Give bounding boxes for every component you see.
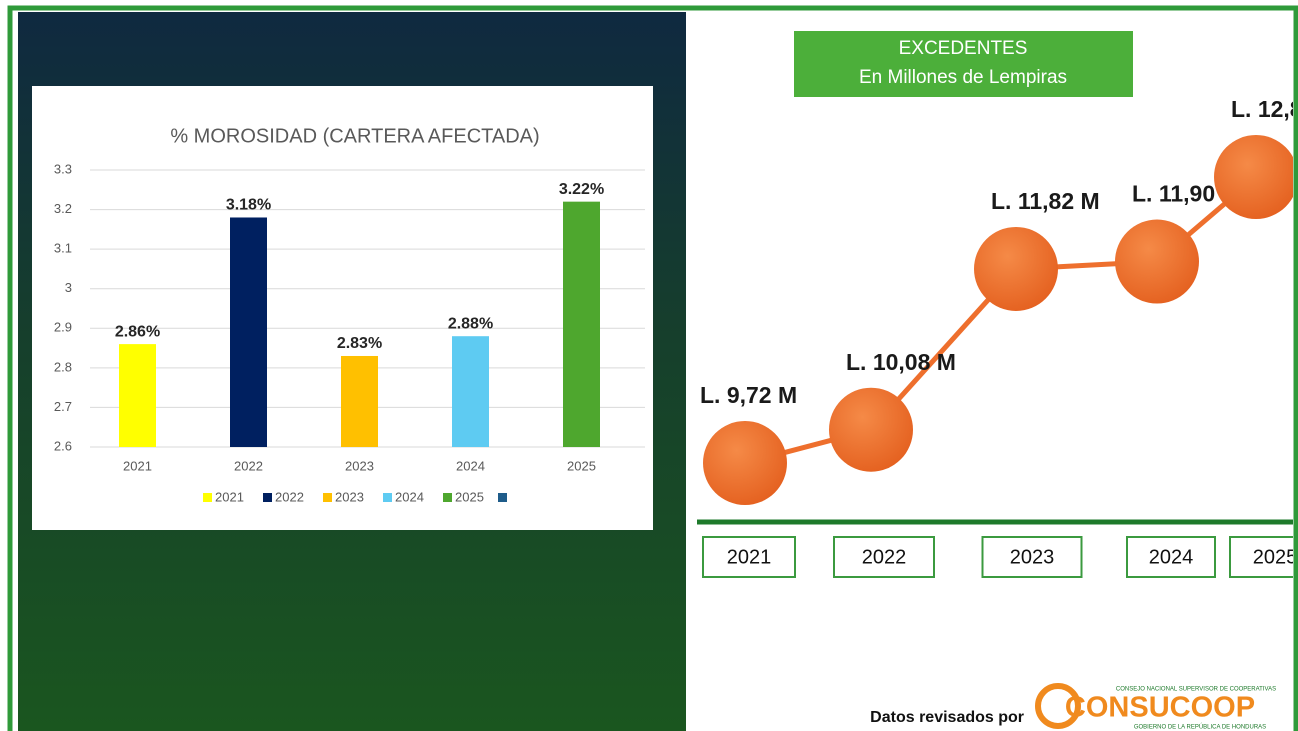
year-box bbox=[1229, 536, 1293, 578]
legend-label: 2022 bbox=[275, 489, 304, 504]
logo: CONSUCOOP bbox=[1065, 692, 1255, 724]
legend-swatch bbox=[383, 493, 392, 502]
x-tick-label: 2024 bbox=[456, 458, 485, 473]
x-tick-label: 2025 bbox=[567, 458, 596, 473]
data-label: L. 9,72 M bbox=[700, 382, 797, 408]
x-tick-label: 2025 bbox=[1253, 546, 1298, 568]
year-box bbox=[702, 536, 796, 578]
bar bbox=[341, 355, 378, 447]
bar bbox=[119, 344, 156, 447]
logo-top: CONSEJO NACIONAL SUPERVISOR DE COOPERATI… bbox=[1116, 687, 1276, 693]
data-label: 3.18% bbox=[226, 197, 271, 214]
legend-swatch bbox=[203, 493, 212, 502]
x-tick-label: 2023 bbox=[1010, 546, 1055, 568]
point bbox=[1115, 219, 1199, 304]
bar bbox=[452, 336, 489, 447]
year-box bbox=[1126, 536, 1216, 578]
legend-swatch bbox=[498, 493, 507, 502]
bar bbox=[563, 201, 600, 447]
point bbox=[974, 226, 1058, 311]
data-label: 3.22% bbox=[559, 181, 604, 198]
y-tick-label: 2.8 bbox=[54, 359, 72, 374]
data-label: 2.88% bbox=[448, 315, 493, 332]
year-box bbox=[981, 536, 1083, 578]
y-tick-label: 2.9 bbox=[54, 320, 72, 335]
data-label: 2.83% bbox=[337, 335, 382, 352]
x-tick-label: 2023 bbox=[345, 458, 374, 473]
point bbox=[829, 387, 913, 472]
y-tick-label: 3.2 bbox=[54, 201, 72, 216]
x-tick-label: 2021 bbox=[123, 458, 152, 473]
bar bbox=[230, 217, 267, 447]
legend-swatch bbox=[263, 493, 272, 502]
year-box bbox=[833, 536, 935, 578]
chart-subtitle: En Millones de Lempiras bbox=[859, 67, 1067, 88]
legend-label: 2021 bbox=[215, 489, 244, 504]
point bbox=[1214, 135, 1293, 219]
legend-swatch bbox=[323, 493, 332, 502]
legend-label: 2024 bbox=[395, 489, 424, 504]
y-tick-label: 2.7 bbox=[54, 399, 72, 414]
chart-card bbox=[32, 86, 653, 530]
chart-title: % MOROSIDAD (CARTERA AFECTADA) bbox=[170, 125, 539, 147]
x-tick-label: 2022 bbox=[234, 458, 263, 473]
data-label: L. 11,82 M bbox=[991, 188, 1100, 214]
point bbox=[703, 421, 787, 505]
y-tick-label: 2.6 bbox=[54, 438, 72, 453]
legend-label: 2023 bbox=[335, 489, 364, 504]
title-box bbox=[794, 31, 1133, 97]
frame bbox=[7, 5, 1298, 731]
data-label: L. 12,815 M bbox=[1231, 96, 1298, 122]
right-panel: EXCEDENTES En Millones de Lempiras L. 9,… bbox=[697, 31, 1298, 578]
y-tick-label: 3.1 bbox=[54, 241, 72, 256]
y-tick-label: 3.3 bbox=[54, 161, 72, 176]
x-tick-label: 2021 bbox=[727, 546, 772, 568]
chart-title: EXCEDENTES bbox=[899, 38, 1028, 59]
logo-bottom: GOBIERNO DE LA REPÚBLICA DE HONDURAS bbox=[1134, 724, 1266, 731]
logo-icon bbox=[1035, 683, 1081, 729]
x-tick-label: 2024 bbox=[1149, 546, 1194, 568]
y-tick-label: 3 bbox=[65, 280, 72, 295]
x-tick-label: 2022 bbox=[862, 546, 907, 568]
data-label: L. 10,08 M bbox=[846, 349, 956, 375]
footer-text: Datos revisados por bbox=[870, 709, 1024, 726]
legend-label: 2025 bbox=[455, 489, 484, 504]
data-label: 2.86% bbox=[115, 323, 160, 340]
legend-swatch bbox=[443, 493, 452, 502]
